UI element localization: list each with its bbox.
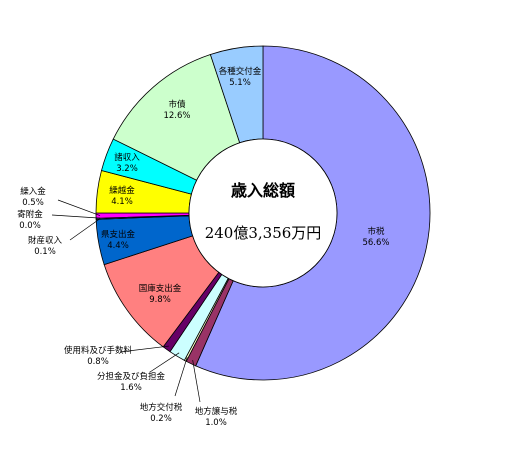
slice-value-7: 0.1% [34, 247, 56, 257]
slice-label-3: 分担金及び負担金 [97, 371, 166, 382]
slice-value-4: 0.8% [87, 357, 109, 367]
leader-line-9 [57, 199, 101, 216]
slice-label-12: 市債 [168, 99, 186, 110]
slice-label-6: 県支出金 [101, 229, 136, 240]
slice-label-10: 繰越金 [109, 185, 135, 196]
slice-value-3: 1.6% [120, 383, 142, 393]
slice-value-13: 5.1% [229, 78, 251, 88]
slice-value-0: 56.6% [362, 238, 389, 248]
slice-value-10: 4.1% [111, 197, 133, 207]
slice-label-8: 寄附金 [17, 209, 43, 220]
slice-value-1: 1.0% [205, 418, 227, 428]
slice-label-5: 国庫支出金 [139, 283, 182, 294]
slice-label-9: 繰入金 [20, 186, 46, 197]
center-title: 歳入総額 [231, 181, 295, 200]
slice-label-11: 諸収入 [114, 152, 140, 163]
slice-value-9: 0.5% [22, 198, 44, 208]
slice-value-2: 0.2% [150, 414, 172, 424]
slice-label-0: 市税 [367, 226, 385, 237]
slice-label-4: 使用料及び手数料 [64, 345, 133, 356]
slice-value-5: 9.8% [149, 295, 171, 305]
leader-line-7 [69, 218, 101, 241]
slice-label-7: 財産収入 [28, 235, 63, 246]
slice-value-12: 12.6% [163, 111, 190, 121]
slice-value-11: 3.2% [116, 164, 138, 174]
leader-line-4 [119, 345, 169, 353]
leader-line-2 [174, 357, 188, 397]
slice-value-6: 4.4% [107, 241, 129, 251]
donut-hole [188, 138, 338, 288]
slice-label-13: 各種交付金 [219, 66, 262, 77]
center-total: 240億3,356万円 [205, 224, 322, 242]
leader-line-3 [149, 352, 180, 373]
slice-label-2: 地方交付税 [140, 402, 183, 413]
slice-label-1: 地方譲与税 [195, 406, 238, 417]
leader-line-1 [192, 359, 201, 403]
slice-value-8: 0.0% [19, 221, 41, 231]
leader-line-8 [51, 214, 101, 219]
